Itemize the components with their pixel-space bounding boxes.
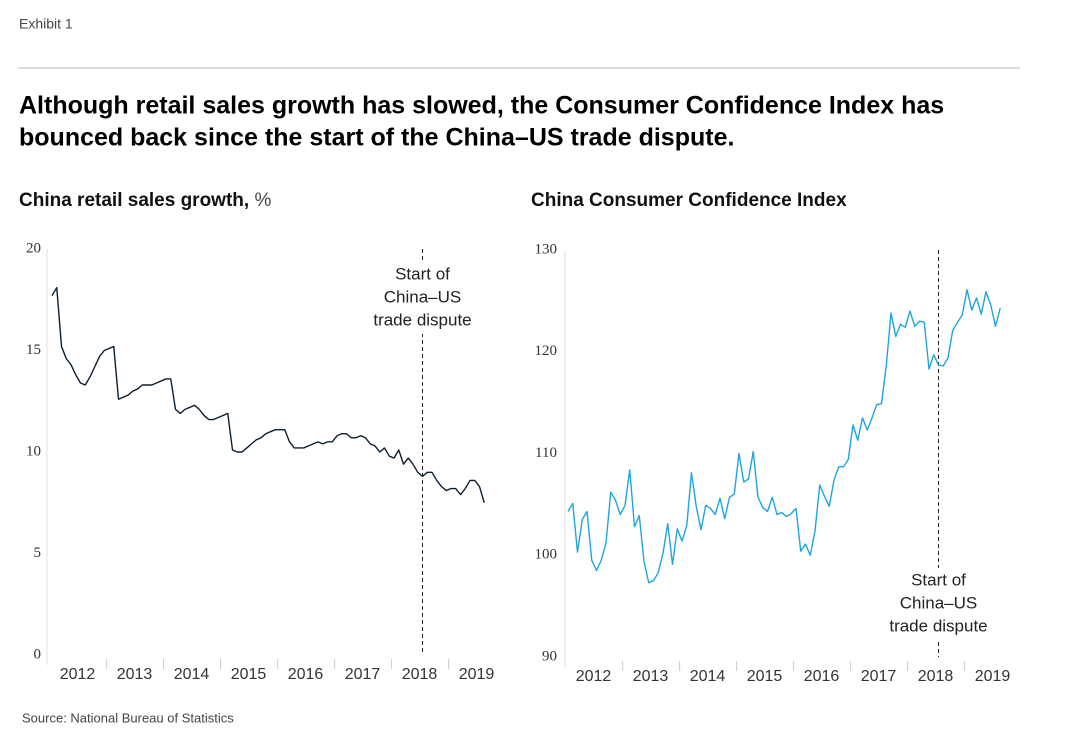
x-tick-label: 2012 [60, 666, 96, 683]
x-tick-label: 2018 [402, 666, 438, 683]
series-line [567, 288, 1001, 584]
y-tick-label: 15 [26, 342, 41, 358]
chart-title-text: China Consumer Confidence Index [531, 190, 847, 211]
x-tick-label: 2013 [633, 668, 669, 685]
series-line [51, 286, 485, 503]
x-tick-label: 2016 [288, 666, 324, 683]
event-label-bg [880, 568, 997, 640]
chart-title: China Consumer Confidence Index [531, 190, 847, 211]
x-tick-label: 2014 [174, 666, 210, 683]
event-label: China–US [384, 287, 462, 306]
event-label-bg [364, 262, 481, 334]
x-tick-label: 2019 [975, 668, 1011, 685]
exhibit-label: Exhibit 1 [19, 16, 73, 32]
x-tick-label: 2012 [576, 668, 612, 685]
y-tick-label: 100 [535, 547, 558, 563]
x-tick-label: 2018 [918, 668, 954, 685]
x-tick-label: 2019 [459, 666, 495, 683]
event-label: trade dispute [889, 616, 987, 635]
x-tick-label: 2017 [861, 668, 897, 685]
x-tick-label: 2014 [690, 668, 726, 685]
chart-title-text: China retail sales growth, [19, 190, 249, 211]
x-tick-label: 2015 [231, 666, 267, 683]
y-tick-label: 5 [34, 545, 42, 561]
y-tick-label: 110 [535, 445, 557, 461]
event-label: trade dispute [373, 310, 471, 329]
y-tick-label: 0 [34, 646, 42, 662]
chart-unit: % [254, 190, 271, 211]
x-tick-label: 2016 [804, 668, 840, 685]
y-tick-label: 90 [542, 648, 557, 664]
y-tick-label: 20 [26, 240, 41, 256]
y-tick-label: 120 [535, 343, 558, 359]
event-label: Start of [395, 264, 450, 283]
event-label: Start of [911, 570, 966, 589]
x-tick-label: 2017 [345, 666, 381, 683]
source: Source: National Bureau of Statistics [22, 710, 234, 725]
chart-title: China retail sales growth, % [19, 190, 271, 211]
event-label: China–US [900, 593, 978, 612]
title-line: bounced back since the start of the Chin… [19, 124, 734, 152]
y-tick-label: 10 [26, 443, 41, 459]
x-tick-label: 2015 [747, 668, 783, 685]
title-line: Although retail sales growth has slowed,… [19, 92, 944, 120]
x-tick-label: 2013 [117, 666, 153, 683]
y-tick-label: 130 [535, 241, 558, 257]
